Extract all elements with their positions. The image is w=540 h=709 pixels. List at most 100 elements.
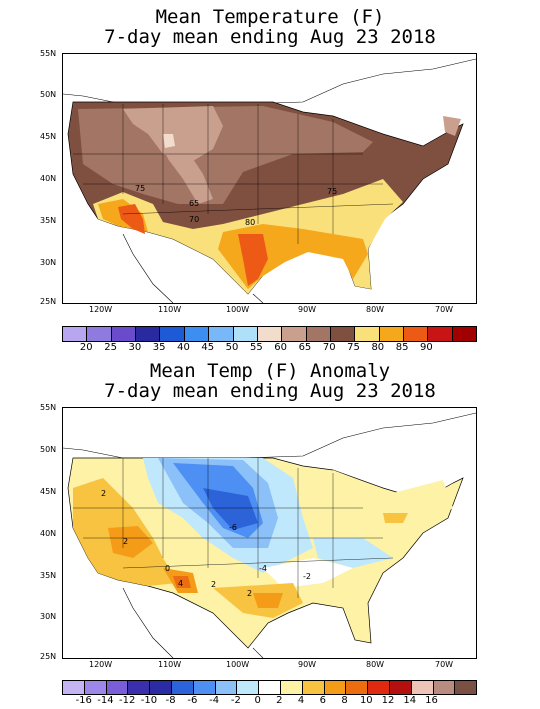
lat-label: 40N [40,174,57,183]
contour-label: 65 [189,199,199,208]
lat-label: 35N [40,216,57,225]
legend-swatch [282,327,307,341]
anomaly-legend-bar [62,680,477,695]
legend-swatch [368,681,390,694]
lat-label: 25N [40,297,57,306]
legend-swatch [209,327,234,341]
lat-label: 55N [40,49,57,58]
legend-swatch [111,327,137,341]
lat-label: 30N [40,258,57,267]
legend-swatch [84,681,107,694]
lon-label: 70W [435,305,454,314]
lat-label: 45N [40,132,57,141]
temperature-map-graphic: 75 65 70 80 75 [63,58,476,303]
lon-label: 120W [89,305,113,314]
legend-swatch [404,327,429,341]
legend-swatch [237,681,260,694]
legend-label: 8 [341,695,348,706]
legend-swatch [63,327,88,341]
legend-swatch [259,681,281,694]
legend-label: 50 [225,342,239,353]
legend-label: 55 [249,342,263,353]
legend-swatch [306,327,331,341]
legend-label: 80 [371,342,385,353]
legend-swatch [389,681,412,694]
panel2-title-line2: 7-day mean ending Aug 23 2018 [104,380,436,402]
panel1-title-line2: 7-day mean ending Aug 23 2018 [104,26,436,48]
legend-label: 0 [254,695,261,706]
legend-label: 75 [347,342,360,353]
legend-label: 25 [104,342,117,353]
legend-label: 30 [128,342,142,353]
legend-swatch [428,327,453,341]
lon-label: 100W [226,305,250,314]
contour-label: -6 [229,523,237,532]
legend-label: 45 [201,342,215,353]
contour-label: 0 [165,564,170,573]
legend-label: 90 [420,342,433,353]
legend-label: 4 [297,695,305,706]
contour-label: -4 [259,564,267,573]
anomaly-map-graphic: 2 2 -6 -4 -2 2 2 4 0 [63,412,476,658]
legend-swatch [215,681,238,694]
lat-label: 45N [40,487,57,496]
legend-swatch [160,327,185,341]
legend-label: -8 [165,695,176,706]
legend-swatch [411,681,434,694]
lat-label: 40N [40,529,57,538]
lon-label: 70W [435,660,454,669]
legend-swatch [150,681,172,694]
panel1-title-line1: Mean Temperature (F) [155,6,385,28]
legend-label: 35 [152,342,166,353]
legend-label: 85 [395,342,409,353]
legend-label: 16 [425,695,438,706]
legend-swatch [452,327,477,341]
legend-swatch [171,681,194,694]
contour-label: -2 [303,572,311,581]
temperature-legend-bar [62,326,477,342]
legend-label: 65 [298,342,312,353]
legend-swatch [233,327,258,341]
legend-label: 20 [79,342,93,353]
legend-swatch [87,327,112,341]
contour-label: 2 [211,580,216,589]
legend-label: -4 [209,695,220,706]
legend-label: -10 [140,695,158,706]
lat-label: 50N [40,90,57,99]
legend-label: -14 [97,695,114,706]
panel2-map: 2 2 -6 -4 -2 2 2 4 0 [62,407,477,659]
contour-label: 2 [247,589,252,598]
lon-label: 80W [366,305,385,314]
legend-swatch [330,327,356,341]
legend-label: -2 [230,695,241,706]
lat-label: 30N [40,612,57,621]
legend-swatch [257,327,283,341]
legend-swatch [128,681,151,694]
lon-label: 120W [89,660,113,669]
lon-label: 110W [158,305,182,314]
lat-label: 55N [40,403,57,412]
contour-label: 70 [189,215,199,224]
legend-swatch [106,681,129,694]
legend-label: 2 [276,695,283,706]
legend-swatch [346,681,369,694]
legend-label: 70 [322,342,336,353]
legend-label: 40 [177,342,190,353]
legend-label: 12 [381,695,395,706]
legend-label: -16 [75,695,92,706]
legend-label: 60 [274,342,287,353]
legend-swatch [355,327,380,341]
lon-label: 100W [226,660,250,669]
legend-label: -12 [119,695,136,706]
legend-label: -6 [187,695,198,706]
legend-label: 10 [359,695,373,706]
panel2-title-line1: Mean Temp (F) Anomaly [149,360,391,382]
lat-label: 25N [40,652,57,661]
contour-label: 2 [101,489,106,498]
legend-swatch [379,327,405,341]
legend-swatch [433,681,456,694]
legend-swatch [280,681,303,694]
lat-label: 35N [40,571,57,580]
legend-swatch [302,681,325,694]
contour-label: 75 [327,187,337,196]
